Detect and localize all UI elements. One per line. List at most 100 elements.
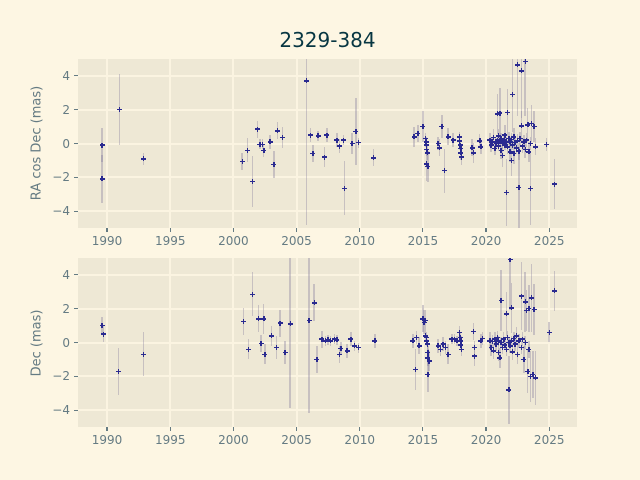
data-point (531, 307, 537, 313)
x-tick-label: 2005 (281, 234, 312, 248)
data-point (503, 190, 509, 195)
data-point (306, 318, 312, 324)
data-point (551, 288, 557, 294)
data-point (496, 350, 502, 356)
data-point (493, 141, 499, 146)
data-point (275, 128, 281, 134)
data-point (424, 341, 430, 347)
x-tick-label: 1990 (91, 433, 123, 447)
data-point (324, 132, 330, 138)
data-point (522, 340, 528, 345)
data-point (478, 144, 484, 150)
data-point (328, 338, 334, 344)
x-tick-label: 1995 (154, 234, 186, 248)
data-point (478, 338, 484, 344)
data-point (249, 291, 255, 297)
data-point (503, 311, 509, 317)
data-point (499, 345, 505, 351)
data-point (496, 143, 502, 149)
data-point (254, 126, 260, 132)
data-point (414, 334, 420, 340)
data-point (310, 151, 316, 157)
data-point (518, 68, 524, 74)
x-tick-mark (169, 427, 171, 431)
data-point (516, 184, 522, 190)
data-point (435, 343, 441, 349)
data-point (502, 132, 508, 138)
data-point (458, 154, 464, 160)
data-point (526, 149, 532, 155)
data-point (517, 135, 523, 141)
data-point (337, 143, 342, 149)
x-tick-mark (106, 228, 108, 232)
data-point (268, 333, 274, 339)
data-point (259, 141, 265, 147)
data-point (487, 137, 493, 143)
data-point (515, 138, 521, 144)
gridline-horizontal (78, 108, 577, 111)
data-point (436, 145, 442, 151)
data-point (458, 346, 464, 352)
data-point (496, 338, 502, 344)
error-bar (289, 258, 291, 409)
data-point (261, 316, 267, 322)
data-point (469, 145, 475, 151)
plot-area-dec (78, 258, 577, 427)
data-point (497, 139, 503, 145)
data-point (503, 139, 509, 145)
data-point (525, 122, 531, 128)
data-point (529, 120, 535, 126)
data-point (510, 349, 516, 355)
data-point (507, 258, 513, 263)
data-point (458, 150, 464, 156)
data-point (438, 346, 444, 352)
data-point (479, 335, 485, 341)
data-point (546, 329, 552, 335)
data-point (424, 338, 430, 344)
y-tick-mark (74, 409, 78, 411)
x-tick-mark (485, 228, 487, 232)
data-point (258, 340, 264, 346)
y-tick-label: 2 (62, 301, 70, 316)
y-tick-mark (74, 75, 78, 77)
data-point (491, 348, 497, 354)
chart-title: 2329-384 (279, 28, 376, 52)
panel-dec: 1990 1995 2000 2005 2010 2015 2020 2025 −4 −2 0 2 4 (52, 258, 577, 447)
data-point (499, 152, 505, 158)
data-point (526, 306, 532, 312)
data-point (457, 138, 462, 144)
data-point (415, 130, 421, 136)
data-point (451, 336, 457, 342)
data-point (457, 142, 463, 148)
data-point (503, 346, 509, 352)
data-point (532, 375, 538, 381)
data-point (425, 350, 431, 356)
x-tick-label: 2020 (470, 433, 502, 447)
data-point (508, 157, 514, 163)
data-point (518, 293, 524, 299)
data-point (334, 137, 340, 143)
data-point (511, 151, 517, 157)
y-tick-label: 4 (62, 267, 70, 282)
data-point (488, 142, 494, 148)
data-point (256, 316, 262, 322)
data-point (445, 134, 451, 140)
data-point (348, 336, 354, 342)
data-point (352, 343, 358, 349)
data-point (502, 342, 508, 348)
data-point (522, 299, 528, 305)
data-point (412, 367, 418, 373)
data-point (457, 134, 462, 140)
data-point (488, 345, 494, 351)
data-point (521, 139, 527, 145)
data-point (513, 145, 519, 151)
x-tick-mark (295, 427, 298, 431)
data-point (141, 156, 147, 162)
data-point (472, 353, 478, 359)
data-point (425, 163, 431, 169)
gridline-horizontal (78, 375, 577, 378)
y-tick-mark (74, 142, 78, 145)
x-tick-label: 2010 (344, 234, 375, 248)
data-point (523, 137, 529, 143)
data-point (511, 134, 517, 140)
